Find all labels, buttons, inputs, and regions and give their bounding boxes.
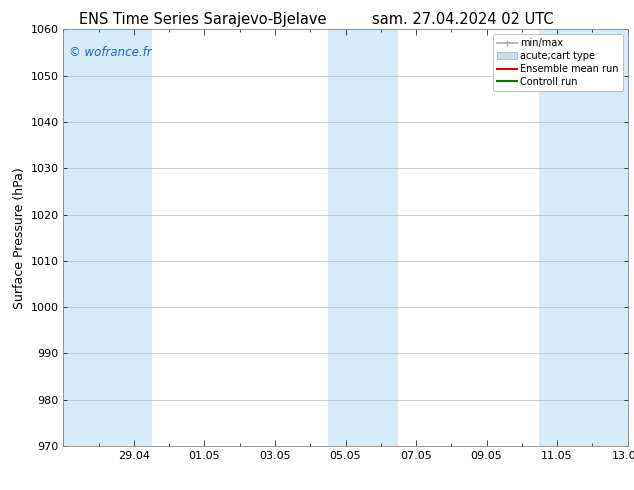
Text: © wofrance.fr: © wofrance.fr: [69, 46, 152, 59]
Bar: [63, 29, 152, 446]
Text: sam. 27.04.2024 02 UTC: sam. 27.04.2024 02 UTC: [372, 12, 553, 27]
Y-axis label: Surface Pressure (hPa): Surface Pressure (hPa): [13, 167, 26, 309]
Bar: [328, 29, 398, 446]
Text: ENS Time Series Sarajevo-Bjelave: ENS Time Series Sarajevo-Bjelave: [79, 12, 327, 27]
Legend: min/max, acute;cart type, Ensemble mean run, Controll run: min/max, acute;cart type, Ensemble mean …: [493, 34, 623, 91]
Bar: [540, 29, 628, 446]
